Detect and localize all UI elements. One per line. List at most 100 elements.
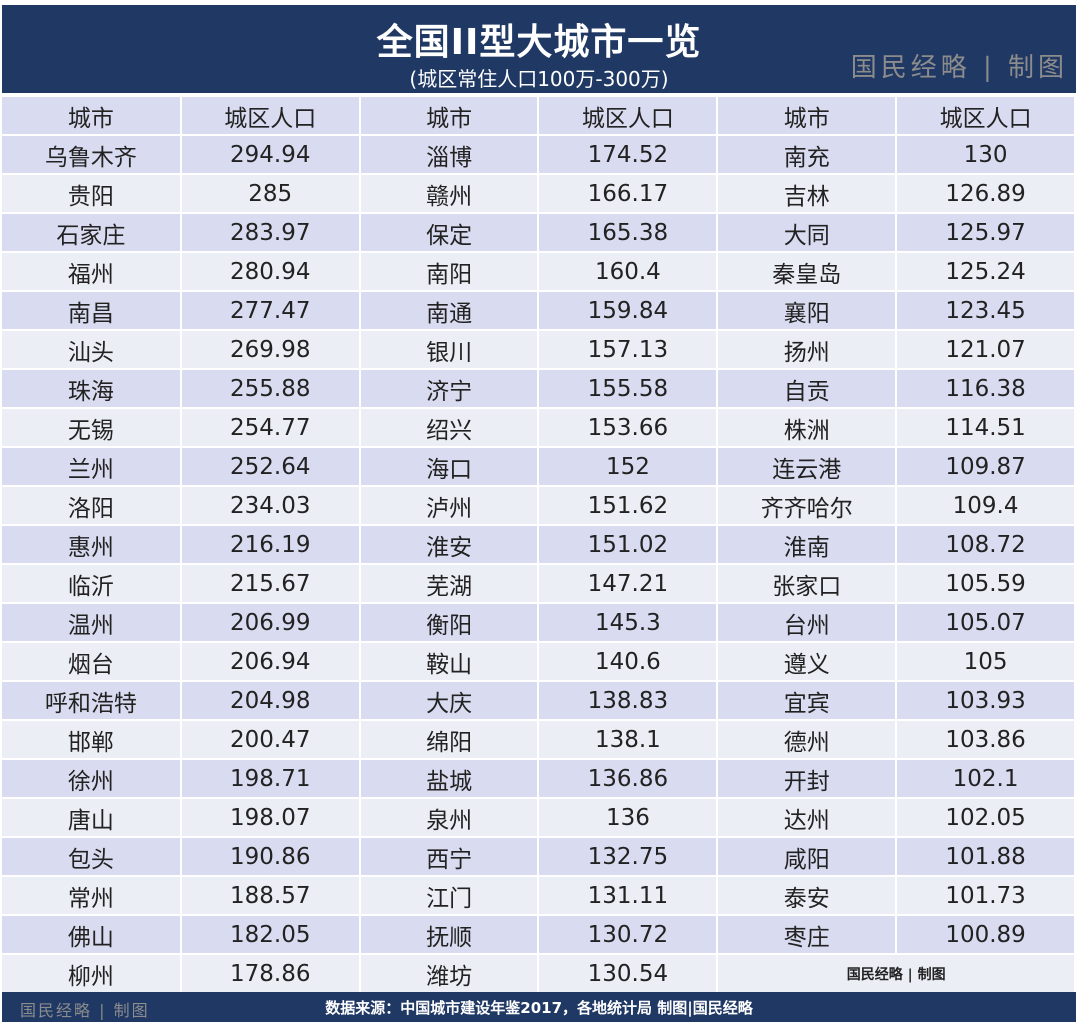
population-cell: 130: [896, 135, 1076, 175]
city-cell: 乌鲁木齐: [2, 135, 182, 175]
city-cell: 兰州: [2, 447, 182, 487]
footer-banner: 国民经略 | 制图 数据来源：中国城市建设年鉴2017，各地统计局 制图|国民经…: [2, 992, 1076, 1022]
city-cell: 襄阳: [717, 291, 898, 331]
population-cell: 277.47: [180, 291, 361, 331]
city-cell: 保定: [359, 213, 540, 253]
column-header: 城市: [2, 97, 182, 136]
city-cell: 石家庄: [2, 213, 182, 253]
population-cell: 138.1: [538, 720, 719, 760]
population-cell: 252.64: [180, 447, 361, 487]
city-cell: 鞍山: [359, 642, 540, 682]
city-cell: 无锡: [2, 408, 182, 448]
population-cell: 105.07: [896, 603, 1076, 643]
city-cell: 芜湖: [359, 564, 540, 604]
population-cell: 234.03: [180, 486, 361, 526]
city-cell: 秦皇岛: [717, 252, 898, 292]
table-row: 佛山 182.05 抚顺 130.72 枣庄 100.89: [2, 915, 1076, 955]
population-cell: 102.05: [896, 798, 1076, 838]
population-cell: 123.45: [896, 291, 1076, 331]
population-cell: 155.58: [538, 369, 719, 409]
city-cell: 佛山: [2, 915, 182, 955]
table-row: 烟台 206.94 鞍山 140.6 遵义 105: [2, 642, 1076, 682]
population-cell: 105.59: [896, 564, 1076, 604]
city-cell: 徐州: [2, 759, 182, 799]
column-header: 城市: [717, 97, 898, 136]
city-cell: 咸阳: [717, 837, 898, 877]
city-cell: 海口: [359, 447, 540, 487]
city-cell: 淮南: [717, 525, 898, 565]
table-row: 兰州 252.64 海口 152 连云港 109.87: [2, 447, 1076, 487]
table-row: 邯郸 200.47 绵阳 138.1 德州 103.86: [2, 720, 1076, 760]
city-cell: 宜宾: [717, 681, 898, 721]
table-row: 石家庄 283.97 保定 165.38 大同 125.97: [2, 213, 1076, 253]
city-cell: 张家口: [717, 564, 898, 604]
city-cell: 吉林: [717, 174, 898, 214]
city-cell: 贵阳: [2, 174, 182, 214]
population-cell: 269.98: [180, 330, 361, 370]
city-cell: 盐城: [359, 759, 540, 799]
city-cell: 德州: [717, 720, 898, 760]
city-cell: 衡阳: [359, 603, 540, 643]
population-cell: 109.4: [896, 486, 1076, 526]
city-cell: 自贡: [717, 369, 898, 409]
city-cell: 绍兴: [359, 408, 540, 448]
city-cell: 常州: [2, 876, 182, 916]
population-cell: 215.67: [180, 564, 361, 604]
population-cell: 116.38: [896, 369, 1076, 409]
population-cell: 206.94: [180, 642, 361, 682]
city-cell: 邯郸: [2, 720, 182, 760]
city-cell: 西宁: [359, 837, 540, 877]
city-cell: 泉州: [359, 798, 540, 838]
population-cell: 103.93: [896, 681, 1076, 721]
population-cell: 140.6: [538, 642, 719, 682]
city-cell: 南充: [717, 135, 898, 175]
city-cell: 淄博: [359, 135, 540, 175]
footer-watermark: 国民经略 | 制图: [20, 1001, 150, 1020]
watermark-logo: 国民经略 | 制图: [717, 954, 1076, 994]
population-cell: 103.86: [896, 720, 1076, 760]
watermark-logo: 国民经略 | 制图: [850, 53, 1068, 83]
city-cell: 济宁: [359, 369, 540, 409]
population-cell: 100.89: [896, 915, 1076, 955]
table-row: 珠海 255.88 济宁 155.58 自贡 116.38: [2, 369, 1076, 409]
population-cell: 178.86: [180, 954, 361, 994]
city-cell: 烟台: [2, 642, 182, 682]
population-cell: 165.38: [538, 213, 719, 253]
city-cell: 唐山: [2, 798, 182, 838]
population-cell: 114.51: [896, 408, 1076, 448]
population-cell: 126.89: [896, 174, 1076, 214]
city-cell: 达州: [717, 798, 898, 838]
population-cell: 174.52: [538, 135, 719, 175]
population-cell: 198.71: [180, 759, 361, 799]
population-cell: 159.84: [538, 291, 719, 331]
city-cell: 南通: [359, 291, 540, 331]
city-cell: 泸州: [359, 486, 540, 526]
population-cell: 136.86: [538, 759, 719, 799]
population-cell: 254.77: [180, 408, 361, 448]
city-cell: 淮安: [359, 525, 540, 565]
table-row: 温州 206.99 衡阳 145.3 台州 105.07: [2, 603, 1076, 643]
city-cell: 扬州: [717, 330, 898, 370]
city-cell: 泰安: [717, 876, 898, 916]
table-row: 呼和浩特 204.98 大庆 138.83 宜宾 103.93: [2, 681, 1076, 721]
population-cell: 255.88: [180, 369, 361, 409]
table-row: 汕头 269.98 银川 157.13 扬州 121.07: [2, 330, 1076, 370]
city-cell: 银川: [359, 330, 540, 370]
table-row: 包头 190.86 西宁 132.75 咸阳 101.88: [2, 837, 1076, 877]
population-cell: 285: [180, 174, 361, 214]
table-row: 常州 188.57 江门 131.11 泰安 101.73: [2, 876, 1076, 916]
population-cell: 160.4: [538, 252, 719, 292]
column-header: 城市: [359, 97, 540, 136]
table-row: 洛阳 234.03 泸州 151.62 齐齐哈尔 109.4: [2, 486, 1076, 526]
data-source: 数据来源：中国城市建设年鉴2017，各地统计局 制图|国民经略: [325, 999, 753, 1017]
population-cell: 151.02: [538, 525, 719, 565]
table-row: 临沂 215.67 芜湖 147.21 张家口 105.59: [2, 564, 1076, 604]
population-cell: 130.54: [538, 954, 719, 994]
page-title: 全国II型大城市一览: [376, 22, 702, 63]
city-population-table: 城市 城区人口 城市 城区人口 城市 城区人口 乌鲁木齐 294.94 淄博 174.52 南充 1…: [2, 97, 1076, 994]
table-row: 唐山 198.07 泉州 136 达州 102.05: [2, 798, 1076, 838]
population-cell: 204.98: [180, 681, 361, 721]
population-cell: 131.11: [538, 876, 719, 916]
title-banner: 全国II型大城市一览 (城区常住人口100万-300万) 国民经略 | 制图: [2, 5, 1076, 93]
population-cell: 147.21: [538, 564, 719, 604]
